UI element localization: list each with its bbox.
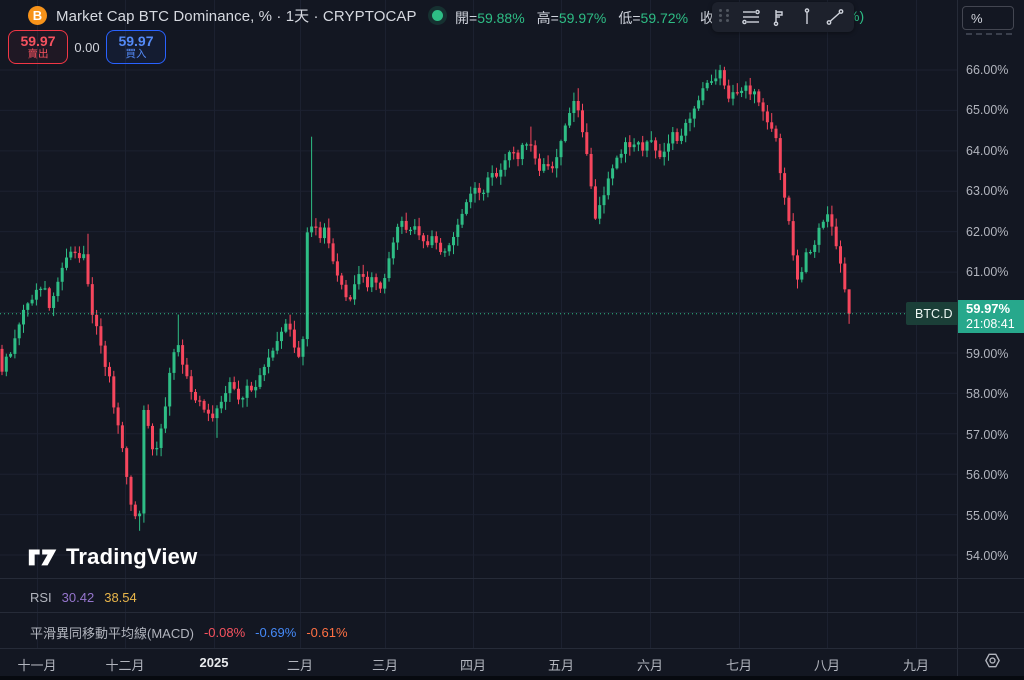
time-axis-label: 四月 [459,658,487,673]
pitchfork-tool-icon[interactable] [765,3,793,31]
low-value: 59.72% [640,10,689,26]
open-label: 開= [455,10,478,26]
time-axis-label: 十二月 [105,658,145,673]
sell-label: 賣出 [27,48,49,61]
price-line-symbol-chip: BTC.D [906,302,962,325]
price-axis-label: 61.00% [966,265,1009,279]
horizontal-lines-tool-icon[interactable] [737,3,765,31]
macd-signal-value: -0.61% [306,625,348,640]
macd-label: 平滑異同移動平均線(MACD) [30,626,194,641]
buy-price: 59.97 [118,32,154,49]
price-axis-label: 63.00% [966,184,1009,198]
price-axis-label: 54.00% [966,549,1009,563]
bitcoin-icon: B [28,6,47,25]
trade-panel: 59.97 賣出 0.00 59.97 買入 [8,30,166,64]
macd-indicator-row[interactable]: 平滑異同移動平均線(MACD) -0.08% -0.69% -0.61% [30,623,348,642]
symbol-header[interactable]: B Market Cap BTC Dominance, % · 1天 · CRY… [28,5,443,26]
low-label: 低= [618,10,641,26]
time-axis-label: 2025 [199,655,229,670]
symbol-title[interactable]: Market Cap BTC Dominance, % · 1天 · CRYPT… [56,8,417,25]
price-axis-label: 66.00% [966,63,1009,77]
drag-handle-icon[interactable] [719,9,733,25]
tradingview-logo-text: TradingView [66,544,198,569]
time-axis-label: 五月 [547,658,575,673]
tradingview-logo[interactable]: TradingView [28,543,197,571]
time-axis-label: 六月 [636,658,664,673]
current-price-value: 59.97% [966,300,1011,316]
current-price-label[interactable]: 59.97% 21:08:41 [958,300,1024,333]
spread-value: 0.00 [74,39,100,55]
timezone-settings-gear-icon[interactable] [983,651,1002,675]
macd-line-value: -0.69% [255,625,297,640]
rsi-ma-value: 38.54 [104,590,137,605]
buy-button[interactable]: 59.97 買入 [106,30,166,64]
bar-countdown: 21:08:41 [966,316,1015,331]
price-axis-label: 55.00% [966,509,1009,523]
ohlc-readout: 開=59.88% 高=59.97% 低=59.72% 收=5 [455,8,730,28]
price-axis-label: 62.00% [966,225,1009,239]
high-label: 高= [536,10,559,26]
time-axis-label: 十一月 [17,658,57,673]
vertical-line-tool-icon[interactable] [793,3,821,31]
sell-button[interactable]: 59.97 賣出 [8,30,68,64]
floating-drawing-toolbar[interactable] [712,2,854,32]
sell-price: 59.97 [20,32,56,49]
price-axis-label: 58.00% [966,387,1009,401]
time-axis-label: 九月 [902,658,930,673]
percent-axis-mode-button[interactable]: % [962,6,1014,30]
price-axis-label: 64.00% [966,144,1009,158]
trend-line-tool-icon[interactable] [821,3,849,31]
buy-label: 買入 [125,48,147,61]
market-status-icon [431,10,443,21]
price-axis-label: 56.00% [966,468,1009,482]
price-axis-label: 65.00% [966,103,1009,117]
time-axis-label: 三月 [371,658,399,673]
time-axis-label: 八月 [813,658,841,673]
macd-histogram-value: -0.08% [203,625,246,640]
tradingview-mark-icon [28,549,57,566]
time-axis-label: 二月 [286,658,314,673]
price-axis-label: 57.00% [966,428,1009,442]
rsi-indicator-row[interactable]: RSI 30.42 38.54 [30,590,137,605]
rsi-value: 30.42 [61,590,95,605]
time-axis-label: 七月 [725,658,753,673]
open-value: 59.88% [477,10,525,26]
collapsed-axis-label [966,33,1012,35]
rsi-label: RSI [30,590,52,605]
price-axis-label: 59.00% [966,347,1009,361]
high-value: 59.97% [558,10,607,26]
